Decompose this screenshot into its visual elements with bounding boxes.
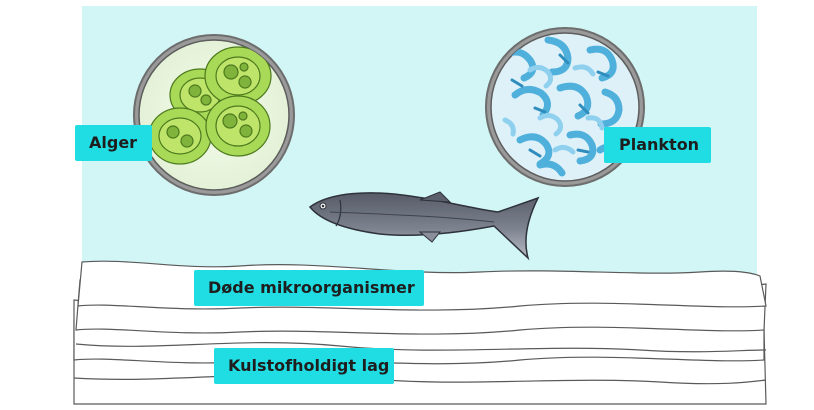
sediment-line-2 [73, 374, 767, 385]
fish-icon [308, 191, 540, 261]
algae-cell [148, 107, 212, 165]
label-algae: Alger [75, 125, 152, 161]
algae-cell [205, 95, 271, 157]
algae-magnified-icon [133, 34, 295, 196]
label-plankton: Plankton [604, 127, 711, 163]
label-dead-microorganisms: Døde mikroorganismer [194, 270, 424, 306]
label-carbon-layer: Kulstofholdigt lag [214, 348, 394, 384]
sediment-line-1 [75, 342, 767, 353]
algae-cell [204, 46, 272, 106]
